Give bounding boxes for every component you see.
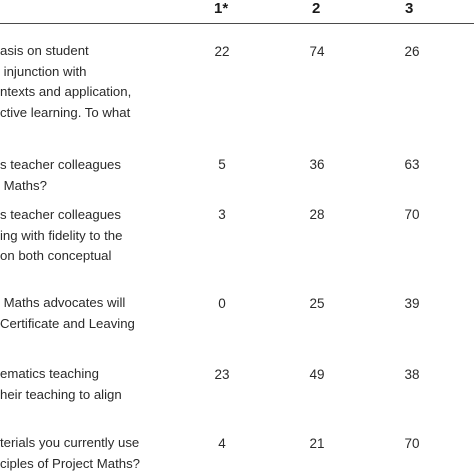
question-line: Certificate and Leaving — [0, 315, 135, 331]
table-row-4-question: Maths advocates will Certificate and Leav… — [0, 293, 135, 334]
table-row-2-value-1: 5 — [218, 157, 226, 172]
question-line: ciples of Project Maths? — [0, 455, 140, 471]
table-row-4-value-3: 39 — [404, 296, 420, 311]
question-line: Maths? — [0, 177, 47, 193]
question-line: Maths advocates will — [0, 295, 126, 310]
table-row-2-value-2: 36 — [309, 157, 325, 172]
table-row-6-question: terials you currently use ciples of Proje… — [0, 433, 140, 474]
question-line: on both conceptual — [0, 248, 112, 264]
table-row-1-question: asis on student injunction with ntexts an… — [0, 41, 131, 124]
table-row-5-question: ematics teaching heir teaching to align — [0, 364, 122, 405]
column-header-3: 3 — [405, 0, 414, 17]
question-line: injunction with — [0, 63, 87, 79]
table-row-6-value-1: 4 — [218, 436, 226, 451]
question-line: asis on student — [0, 43, 89, 58]
table-row-4-value-2: 25 — [309, 296, 325, 311]
table-row-5-value-3: 38 — [404, 367, 420, 382]
table-row-4-value-1: 0 — [218, 296, 226, 311]
table-row-1-value-2: 74 — [309, 44, 325, 59]
question-line: ing with fidelity to the — [0, 227, 123, 243]
table-row-2-question: s teacher colleagues Maths? — [0, 155, 121, 196]
table-row-6-value-2: 21 — [309, 436, 325, 451]
table-row-6-value-3: 70 — [404, 436, 420, 451]
question-line: ntexts and application, — [0, 84, 132, 100]
column-header-1: 1* — [214, 0, 229, 17]
table-row-3-question: s teacher colleagues ing with fidelity to… — [0, 205, 122, 267]
table-row-5-value-1: 23 — [214, 367, 230, 382]
table-row-2-value-3: 63 — [404, 157, 420, 172]
question-line: s teacher colleagues — [0, 207, 121, 222]
table-row-5-value-2: 49 — [309, 367, 325, 382]
table-row-3-value-2: 28 — [309, 207, 325, 222]
table-row-3-value-1: 3 — [218, 207, 226, 222]
question-line: heir teaching to align — [0, 386, 122, 402]
question-line: ctive learning. To what — [0, 105, 131, 121]
question-line: terials you currently use — [0, 435, 140, 450]
header-rule — [0, 23, 474, 24]
table-row-1-value-3: 26 — [404, 44, 420, 59]
table-row-1-value-1: 22 — [214, 44, 230, 59]
column-header-2: 2 — [312, 0, 321, 17]
question-line: ematics teaching — [0, 366, 99, 381]
question-line: s teacher colleagues — [0, 157, 121, 172]
table-row-3-value-3: 70 — [404, 207, 420, 222]
